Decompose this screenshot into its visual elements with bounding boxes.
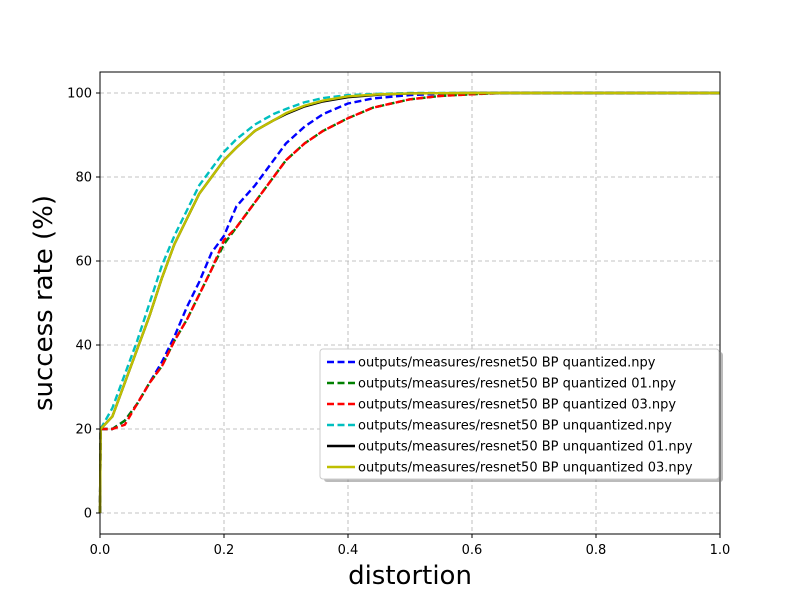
legend-label: outputs/measures/resnet50 BP unquantized…: [358, 419, 672, 434]
legend-label: outputs/measures/resnet50 BP quantized 0…: [358, 377, 676, 392]
series-line-2: [98, 91, 720, 514]
legend-box: [319, 348, 720, 480]
series-lines: [98, 91, 720, 514]
legend-label: outputs/measures/resnet50 BP unquantized…: [358, 440, 693, 455]
legend-label: outputs/measures/resnet50 BP quantized.n…: [358, 356, 656, 371]
x-tick-label: 0.4: [338, 543, 359, 558]
axis-ticks: 0.0 0.2 0.4 0.6 0.8 1.0 0 20 40 60 80 100: [67, 87, 730, 559]
y-tick-label: 80: [75, 171, 92, 186]
y-axis-title: success rate (%): [29, 195, 59, 411]
x-axis-title: distortion: [348, 561, 472, 591]
y-tick-label: 0: [84, 507, 92, 522]
y-tick-label: 100: [67, 87, 92, 102]
legend-label: outputs/measures/resnet50 BP quantized 0…: [358, 398, 676, 413]
x-tick-label: 0.8: [586, 543, 607, 558]
y-tick-label: 40: [75, 339, 92, 354]
x-tick-label: 1.0: [710, 543, 731, 558]
series-line-5: [98, 91, 720, 514]
y-tick-label: 60: [75, 255, 92, 270]
x-tick-label: 0.6: [462, 543, 483, 558]
y-tick-label: 20: [75, 423, 92, 438]
legend-entries: outputs/measures/resnet50 BP quantized.n…: [327, 356, 693, 476]
legend: outputs/measures/resnet50 BP quantized.n…: [319, 348, 723, 482]
legend-label: outputs/measures/resnet50 BP unquantized…: [358, 461, 693, 476]
plot-frame: [99, 71, 721, 535]
x-tick-label: 0.2: [214, 543, 235, 558]
x-tick-label: 0.0: [90, 543, 111, 558]
